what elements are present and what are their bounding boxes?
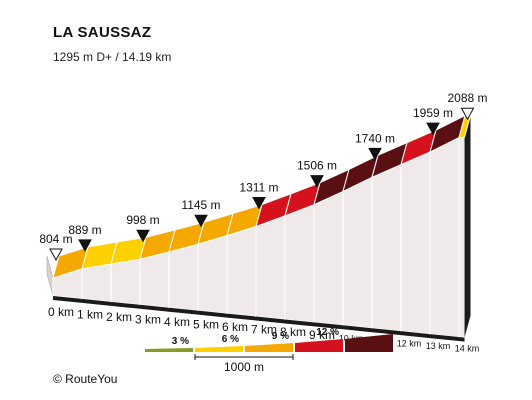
- profile-base-segment: [82, 298, 111, 306]
- profile-wall-segment: [284, 203, 315, 323]
- profile-wall-segment: [168, 243, 199, 312]
- profile-base-segment: [430, 334, 459, 342]
- routeyou-credit: © RouteYou: [53, 372, 118, 386]
- elevation-label: 1959 m: [413, 106, 453, 120]
- km-tick-label: 0 km: [48, 305, 74, 319]
- km-tick-label: 12 km: [397, 338, 422, 348]
- elevation-marker-icon: [136, 229, 150, 243]
- elevation-label: 1506 m: [297, 159, 337, 173]
- profile-slope-segments: [52, 114, 472, 279]
- profile-slope-segment: [458, 114, 472, 139]
- elevation-marker-icon: [194, 214, 208, 228]
- profile-wall-segment: [139, 251, 170, 309]
- legend-swatch: [145, 348, 193, 352]
- endpoint-marker-icon: [49, 248, 63, 262]
- profile-wall-segment: [458, 136, 466, 339]
- elevation-label: 804 m: [39, 232, 72, 246]
- profile-wall-segment: [255, 215, 286, 320]
- profile-base-segment: [198, 310, 227, 318]
- km-tick-label: 4 km: [164, 315, 190, 329]
- profile-start-face: [46, 255, 54, 297]
- km-tick-label: 9 km: [309, 328, 335, 342]
- profile-wall-segment: [81, 263, 112, 303]
- elevation-label: 2088 m: [447, 91, 487, 105]
- gradient-legend: 3 % 6 % 9 % 12 % 1000 m: [145, 327, 393, 374]
- km-tick-label: 14 km: [455, 343, 480, 353]
- legend-swatch: [295, 339, 343, 352]
- profile-base-segment: [372, 328, 401, 336]
- km-tick-label: 13 km: [426, 341, 451, 351]
- profile-base-segment: [285, 319, 314, 327]
- profile-end-face: [464, 115, 471, 338]
- legend-swatch: [195, 346, 243, 352]
- legend-label: 12 %: [316, 327, 339, 338]
- profile-wall-segment: [197, 234, 228, 315]
- profile-base-segment: [169, 307, 198, 315]
- chart-subtitle: 1295 m D+ / 14.19 km: [53, 50, 172, 64]
- profile-wall-segment: [313, 190, 344, 326]
- profile-base-segment: [343, 325, 372, 333]
- profile-side-walls: [46, 115, 471, 342]
- profile-wall-segment: [400, 151, 431, 335]
- elevation-label: 1740 m: [355, 131, 395, 145]
- legend-label: 9 %: [272, 331, 289, 342]
- elevation-label: 1145 m: [181, 198, 220, 212]
- km-tick-label: 7 km: [251, 323, 277, 337]
- elevation-marker-icon: [78, 239, 92, 252]
- km-tick-labels: 0 km 1 km 2 km 3 km 4 km 5 km 6 km 7 km 8 km 9 km…: [48, 305, 479, 353]
- legend-label: 3 %: [172, 336, 189, 347]
- profile-base-segment: [111, 301, 140, 309]
- profile-base-segment: [227, 313, 256, 321]
- profile-wall-segment: [226, 225, 257, 318]
- km-tick-label: 5 km: [193, 318, 219, 332]
- km-tick-label: 1 km: [77, 308, 103, 322]
- km-tick-label: 6 km: [222, 320, 248, 334]
- km-tick-label: 8 km: [280, 325, 306, 339]
- km-tick-label: 10 km: [339, 333, 364, 343]
- elevation-label: 998 m: [126, 213, 159, 227]
- profile-base-segment: [53, 296, 82, 303]
- chart-title: LA SAUSSAZ: [53, 24, 152, 41]
- elevation-label: 1311 m: [239, 181, 278, 195]
- profile-wall-segment: [110, 258, 141, 306]
- legend-label: 6 %: [222, 334, 239, 345]
- profile-base-segment: [314, 322, 343, 330]
- scale-label: 1000 m: [224, 360, 264, 374]
- elevation-marker-icon: [310, 175, 324, 188]
- elevation-marker-icon: [368, 147, 382, 161]
- profile-wall-segment: [342, 176, 373, 329]
- endpoint-marker-icon: [460, 107, 475, 121]
- elevation-label: 889 m: [68, 223, 101, 237]
- legend-swatch: [245, 343, 293, 352]
- km-tick-label: 2 km: [106, 310, 132, 324]
- profile-base-segment: [401, 331, 430, 339]
- km-tick-label: 3 km: [135, 313, 161, 327]
- elevation-marker-icon: [252, 197, 266, 210]
- elevation-marker-icon: [426, 122, 440, 136]
- profile-base-segment: [140, 304, 169, 312]
- legend-swatch: [345, 334, 393, 352]
- profile-wall-segment: [371, 163, 402, 332]
- profile-base-segment: [256, 316, 285, 324]
- profile-wall-segment: [429, 136, 460, 338]
- profile-base-segment: [459, 337, 465, 342]
